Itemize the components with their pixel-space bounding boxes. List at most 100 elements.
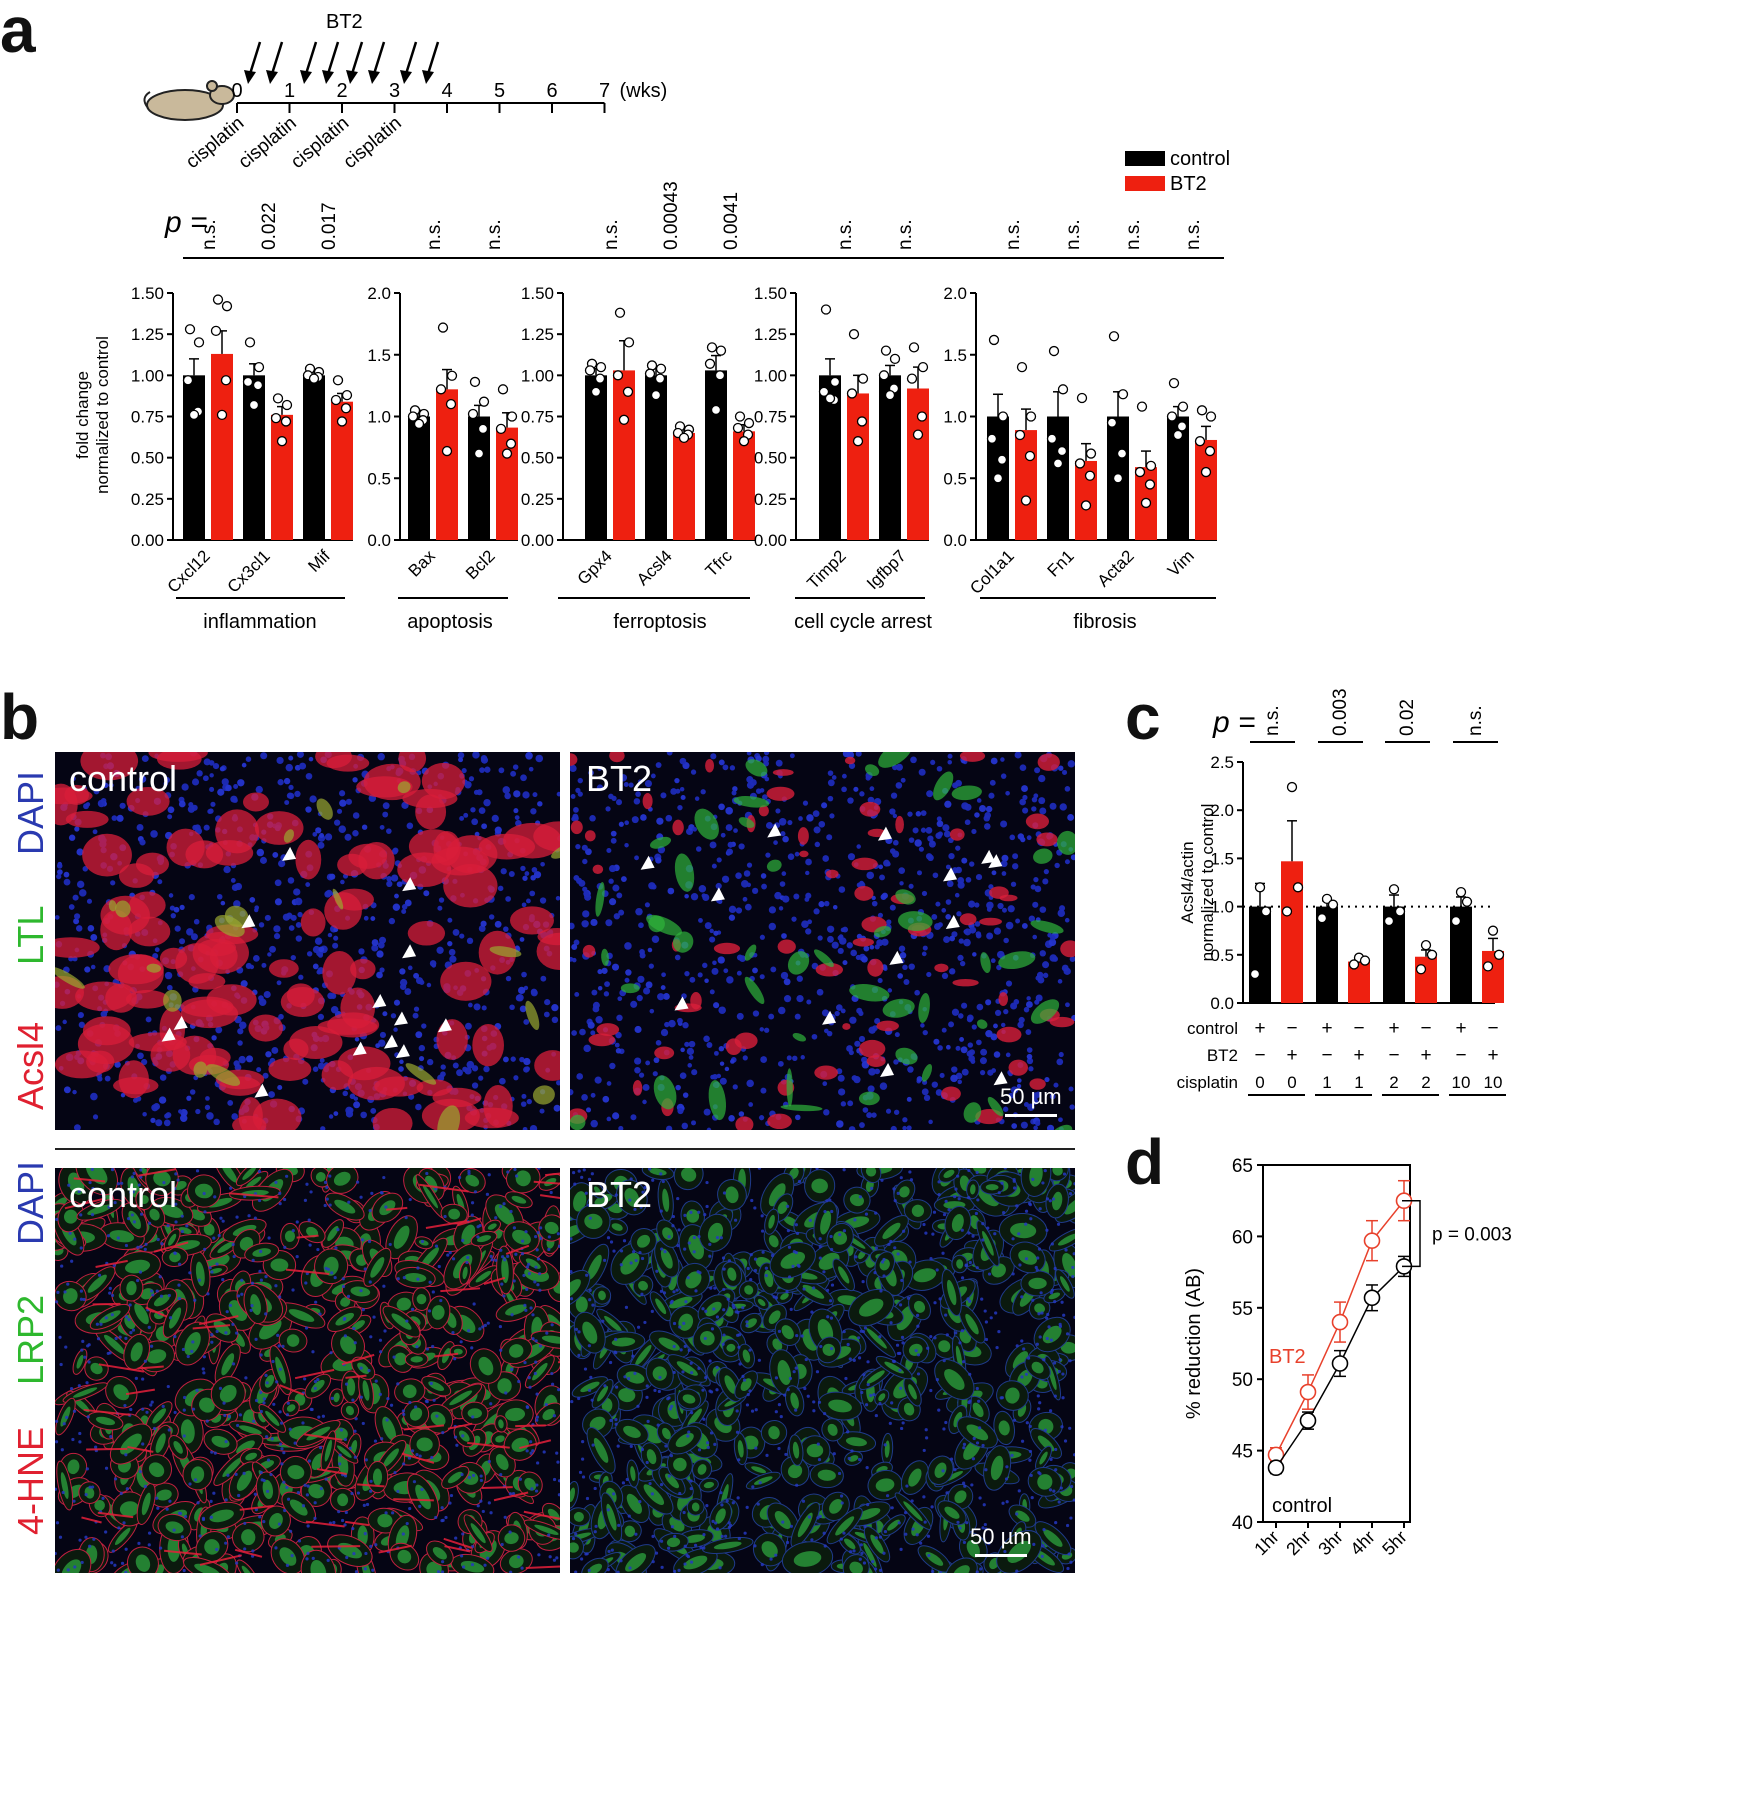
category-label: Cxcl12 [164, 546, 214, 596]
lrp2-signal [203, 1223, 215, 1236]
category-label: Gpx4 [574, 546, 616, 588]
nucleus [732, 1084, 738, 1090]
nucleus [259, 1409, 263, 1414]
acsl4-signal [118, 1060, 149, 1099]
nucleus [361, 1308, 365, 1312]
nucleus [634, 855, 639, 861]
nucleus [544, 999, 551, 1006]
nucleus [628, 782, 634, 788]
lrp2-signal [911, 1204, 925, 1217]
data-point [216, 409, 228, 421]
nucleus [72, 1409, 77, 1413]
nucleus [272, 851, 279, 858]
nucleus [718, 803, 725, 811]
nucleus [545, 1331, 549, 1335]
nucleus [274, 1546, 278, 1550]
nucleus [899, 952, 907, 959]
nucleus [369, 1544, 373, 1548]
nucleus [512, 764, 519, 770]
nucleus [345, 1555, 349, 1560]
nucleus [473, 1190, 478, 1194]
nucleus [467, 1475, 472, 1480]
acsl4-signal [300, 908, 326, 937]
nucleus [892, 813, 898, 819]
data-point [743, 417, 755, 429]
nucleus [711, 967, 719, 975]
nucleus [210, 1333, 214, 1337]
nucleus [1005, 980, 1013, 987]
nucleus [937, 922, 943, 928]
nucleus [961, 857, 968, 864]
nucleus [1033, 1125, 1038, 1130]
category-label: Acta2 [1094, 546, 1138, 590]
lrp2-signal [73, 1387, 98, 1398]
lrp2-signal [947, 1279, 957, 1306]
lrp2-signal [835, 1516, 855, 1536]
nucleus [920, 1023, 925, 1028]
data-point [407, 411, 419, 422]
scalebar-top [1005, 1114, 1057, 1117]
nucleus [536, 1257, 541, 1261]
lrp2-signal [954, 1490, 967, 1504]
acsl4-signal [934, 963, 949, 973]
nucleus [1030, 884, 1036, 890]
nucleus [800, 1055, 805, 1060]
acsl4-signal [859, 1039, 886, 1058]
micro-top-bt2-image [570, 752, 1075, 1130]
arrowhead-marker [877, 826, 892, 841]
nucleus [555, 1451, 559, 1455]
nucleus [317, 952, 324, 958]
data-point [1177, 401, 1189, 412]
lrp2-signal [673, 1457, 687, 1472]
lrp2-signal [362, 1380, 370, 1401]
nucleus [596, 784, 604, 791]
nucleus [426, 982, 432, 988]
nucleus [90, 1168, 94, 1172]
micro-bottom-bt2-image [570, 1168, 1075, 1573]
nucleus [1048, 938, 1057, 947]
nucleus [1000, 820, 1008, 828]
nucleus [436, 1570, 441, 1573]
lrp2-signal [896, 1305, 915, 1331]
nucleus [988, 792, 995, 799]
nucleus [524, 1308, 528, 1312]
bar-BT2 [733, 431, 755, 540]
nucleus [996, 950, 1005, 959]
data-point [912, 429, 924, 440]
data-point [623, 337, 635, 348]
lrp2-signal [638, 1280, 649, 1291]
p-value-label: n.s. [484, 219, 505, 250]
timeline-tick-label: 6 [546, 80, 557, 102]
nucleus [713, 930, 719, 936]
nucleus [539, 897, 547, 904]
nucleus [514, 1252, 518, 1256]
lrp2-signal [219, 1384, 237, 1403]
nucleus [794, 851, 800, 857]
nucleus [251, 1549, 255, 1553]
nucleus [681, 1122, 689, 1130]
nucleus [448, 1251, 452, 1255]
nucleus [290, 954, 296, 961]
nucleus [575, 843, 581, 850]
ltl-signal [976, 1019, 988, 1029]
nucleus [283, 1245, 287, 1249]
nucleus [68, 834, 76, 841]
nucleus [104, 1316, 108, 1320]
nucleus [591, 989, 598, 996]
nucleus [946, 880, 954, 888]
bar-BT2 [331, 401, 353, 540]
lrp2-signal [534, 1524, 559, 1535]
nucleus [448, 1501, 452, 1505]
p-value-label: n.s. [199, 219, 220, 250]
acsl4-signal [851, 857, 878, 871]
nucleus [686, 1047, 695, 1056]
nucleus [831, 941, 839, 949]
4hne-signal [127, 1445, 154, 1453]
lrp2-signal [1005, 1387, 1020, 1404]
nucleus [277, 779, 284, 786]
nucleus [377, 941, 385, 949]
data-point [308, 373, 320, 384]
nucleus [535, 1483, 539, 1487]
lrp2-signal [165, 1521, 184, 1534]
nucleus [986, 906, 992, 912]
